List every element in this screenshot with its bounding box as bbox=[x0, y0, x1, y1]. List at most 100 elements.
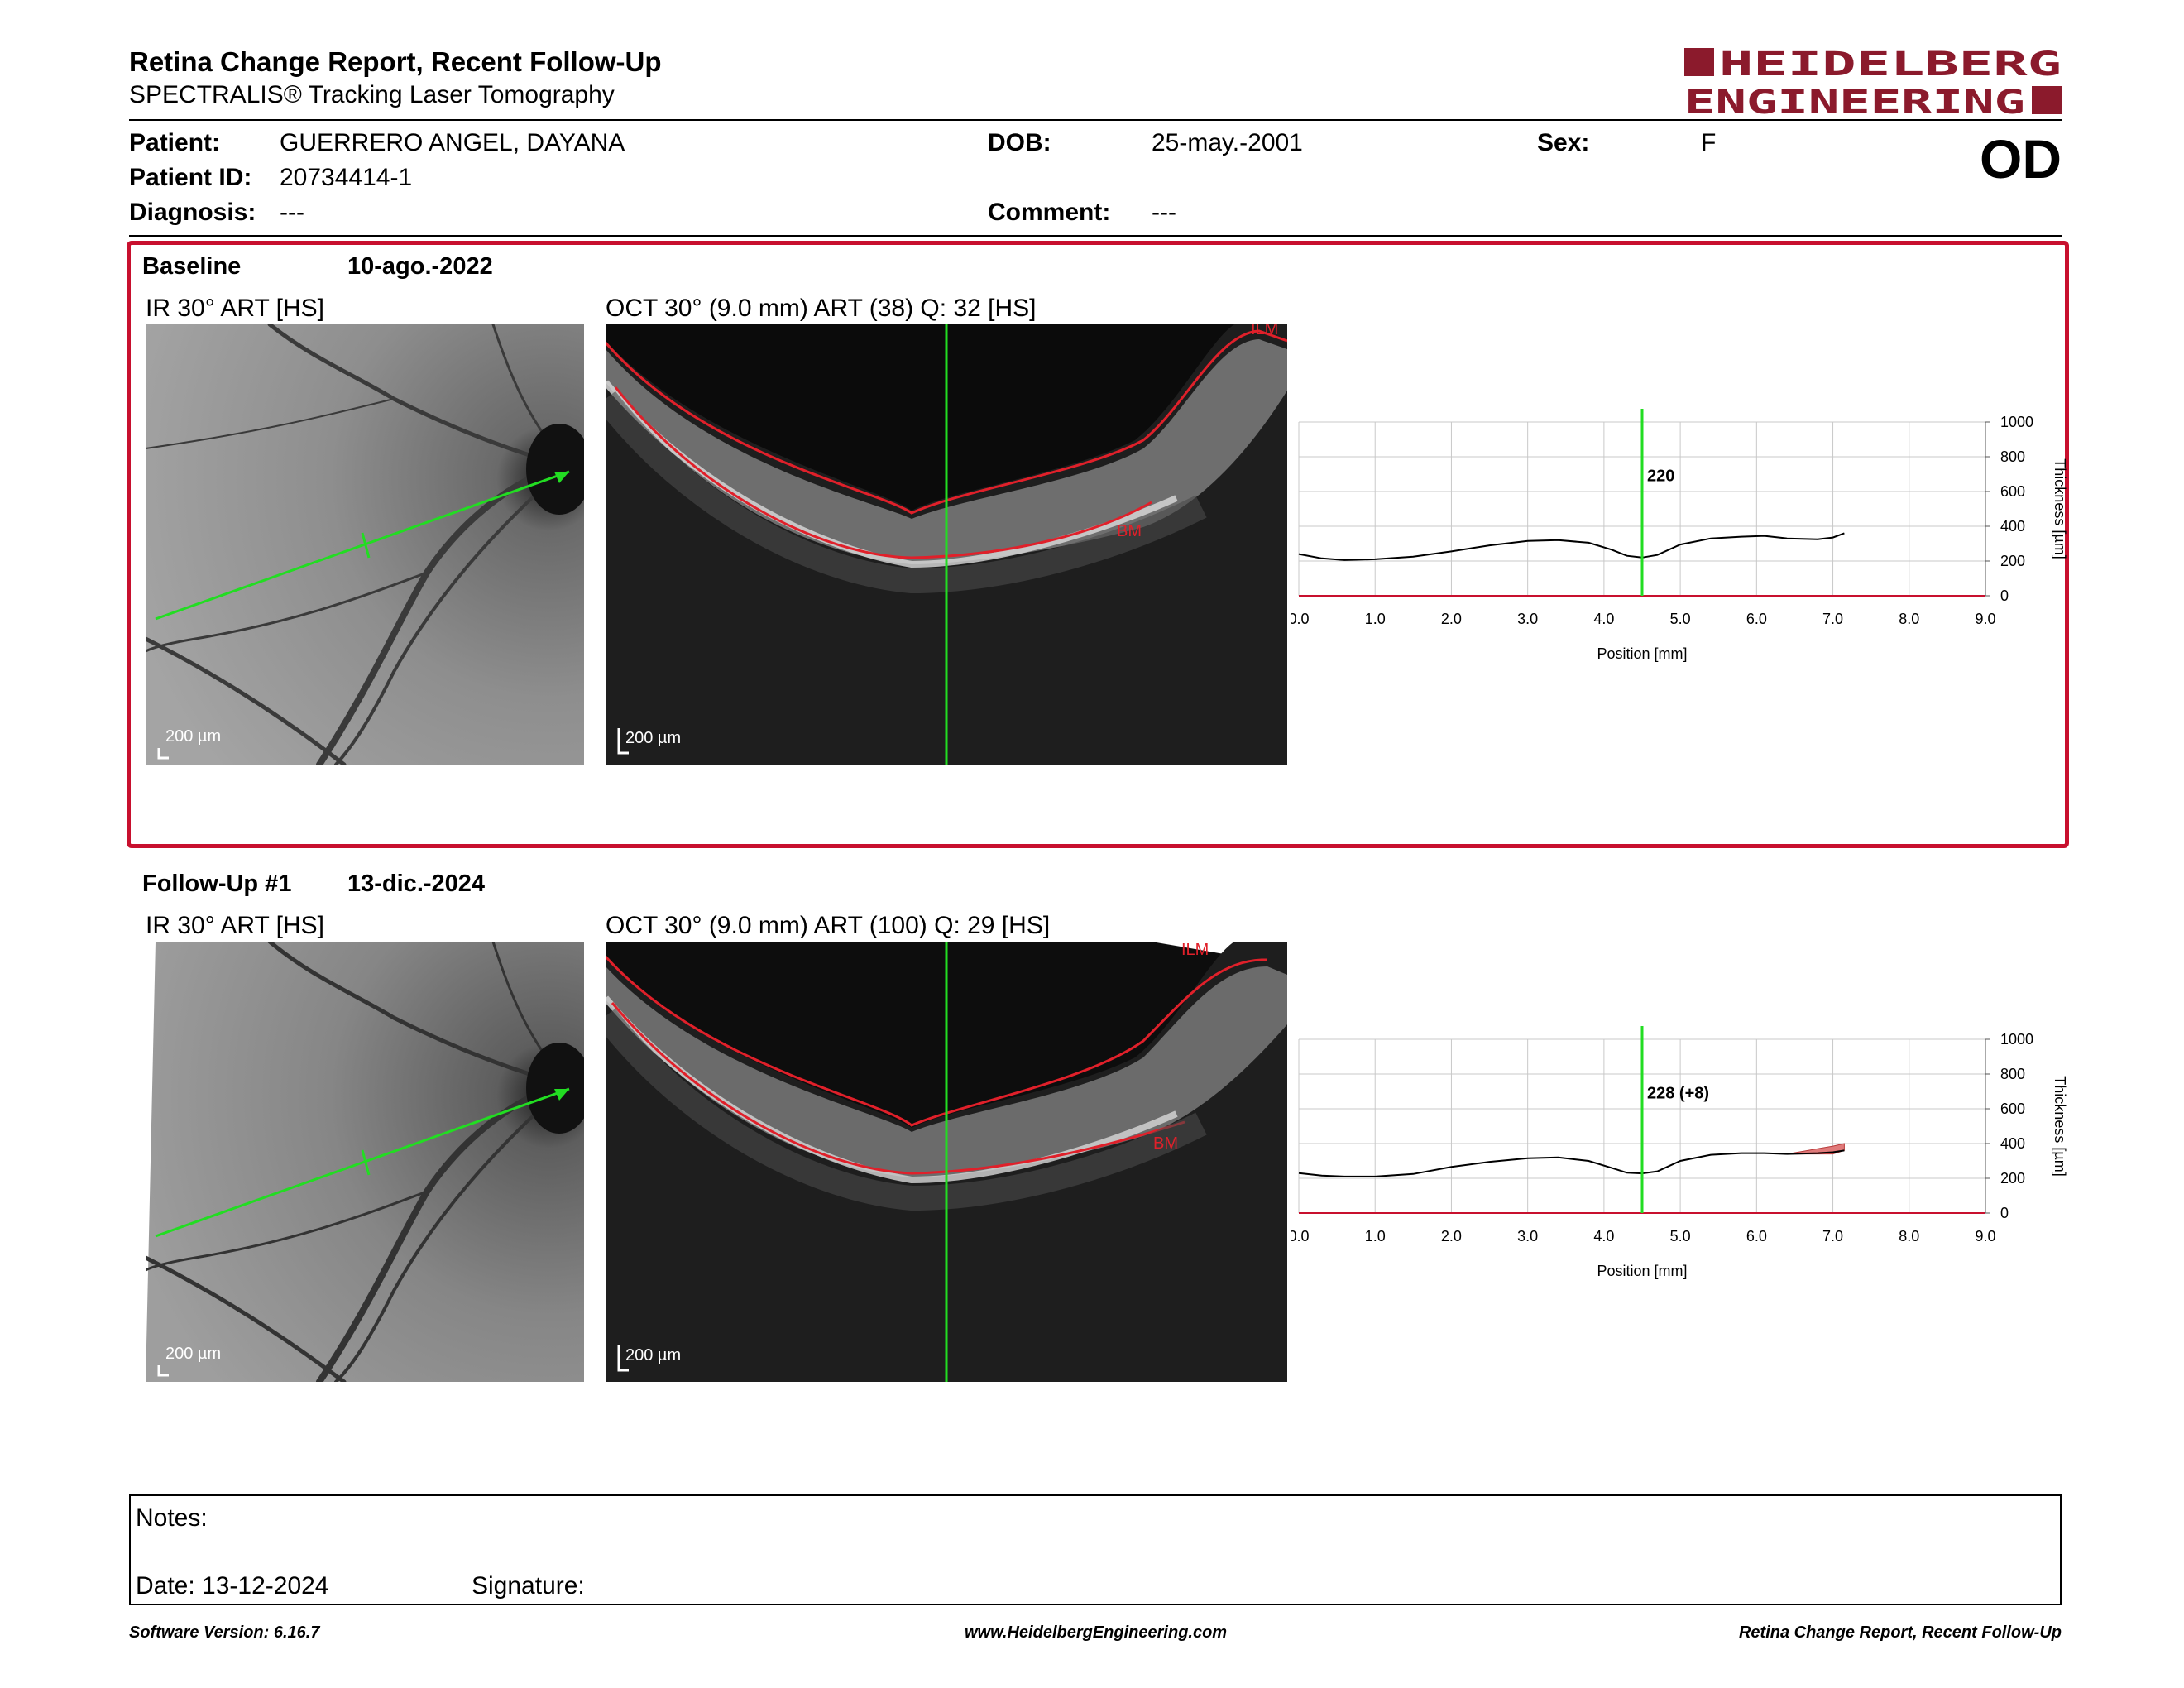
y-tick-label: 1000 bbox=[2000, 1031, 2033, 1048]
footer-software: Software Version: 6.16.7 bbox=[129, 1623, 320, 1642]
x-axis-label: Position [mm] bbox=[1597, 645, 1687, 662]
comment-label: Comment: bbox=[988, 199, 1111, 226]
followup-ilm-label: ILM bbox=[1181, 942, 1209, 959]
patient-id-label: Patient ID: bbox=[129, 164, 252, 191]
baseline-oct-image: ILM BM 200 µm bbox=[606, 324, 1287, 765]
x-tick-label: 6.0 bbox=[1746, 611, 1767, 627]
dob-value: 25-may.-2001 bbox=[1152, 129, 1303, 156]
y-axis-label: Thickness [µm] bbox=[2052, 1076, 2068, 1176]
baseline-oct-scale: 200 µm bbox=[625, 729, 681, 747]
baseline-bm-label: BM bbox=[1117, 522, 1142, 540]
y-tick-label: 400 bbox=[2000, 518, 2025, 535]
footer-website[interactable]: www.HeidelbergEngineering.com bbox=[965, 1623, 1228, 1642]
marker-value-label: 228 (+8) bbox=[1647, 1084, 1709, 1102]
baseline-ir-caption: IR 30° ART [HS] bbox=[146, 295, 324, 322]
notes-date: Date: 13-12-2024 bbox=[136, 1572, 329, 1599]
x-tick-label: 2.0 bbox=[1441, 611, 1462, 627]
followup-ilm-line bbox=[606, 955, 1268, 1127]
x-tick-label: 4.0 bbox=[1593, 611, 1614, 627]
thickness-line bbox=[1298, 532, 1845, 561]
baseline-date: 10-ago.-2022 bbox=[347, 253, 493, 280]
followup-ir-scale: 200 µm bbox=[165, 1345, 221, 1363]
y-axis-label: Thickness [µm] bbox=[2052, 458, 2068, 559]
y-tick-label: 0 bbox=[2000, 587, 2009, 604]
y-tick-label: 800 bbox=[2000, 1066, 2025, 1082]
y-tick-label: 800 bbox=[2000, 448, 2025, 465]
dob-label: DOB: bbox=[988, 129, 1051, 156]
baseline-oct-caption: OCT 30° (9.0 mm) ART (38) Q: 32 [HS] bbox=[606, 295, 1037, 322]
x-tick-label: 9.0 bbox=[1975, 611, 1995, 627]
x-tick-label: 1.0 bbox=[1365, 611, 1386, 627]
x-tick-label: 8.0 bbox=[1899, 611, 1919, 627]
followup-thickness-chart: 0 200 400 600 800 1000 0.0 1.0 2.0 3.0 4.0 5.0 6.0 7.… bbox=[1291, 1026, 2068, 1279]
y-tick-label: 1000 bbox=[2000, 414, 2033, 430]
followup-ir-arrow bbox=[554, 1089, 569, 1101]
sex-value: F bbox=[1701, 129, 1717, 156]
heidelberg-logo: HEIDELBERG ENGINEERING bbox=[1684, 46, 2062, 117]
x-tick-label: 9.0 bbox=[1975, 1228, 1995, 1244]
x-tick-label: 1.0 bbox=[1365, 1228, 1386, 1244]
x-axis-label: Position [mm] bbox=[1597, 1263, 1687, 1279]
report-title: Retina Change Report, Recent Follow-Up bbox=[129, 46, 662, 77]
followup-date: 13-dic.-2024 bbox=[347, 870, 486, 897]
baseline-ilm-label: ILM bbox=[1251, 324, 1278, 338]
logo-square-bottom bbox=[2032, 86, 2062, 114]
x-tick-label: 2.0 bbox=[1441, 1228, 1462, 1244]
followup-ir-scan-line bbox=[155, 1087, 570, 1238]
followup-ir-caption: IR 30° ART [HS] bbox=[146, 912, 324, 939]
followup-bm-line bbox=[611, 1002, 1185, 1175]
eye-label: OD bbox=[1980, 128, 2062, 189]
x-tick-label: 5.0 bbox=[1670, 611, 1691, 627]
marker-value-label: 220 bbox=[1647, 467, 1674, 485]
y-tick-label: 200 bbox=[2000, 1170, 2025, 1187]
followup-label: Follow-Up #1 bbox=[142, 870, 292, 897]
x-tick-label: 4.0 bbox=[1593, 1228, 1614, 1244]
patient-rule bbox=[129, 235, 2062, 237]
x-tick-label: 0.0 bbox=[1291, 1228, 1310, 1244]
patient-id: 20734414-1 bbox=[280, 164, 413, 191]
notes-box: Notes: Date: 13-12-2024 Signature: bbox=[129, 1494, 2062, 1605]
diagnosis-label: Diagnosis: bbox=[129, 199, 256, 226]
baseline-label: Baseline bbox=[142, 253, 242, 280]
baseline-ilm-line bbox=[606, 329, 1287, 515]
baseline-ir-scale: 200 µm bbox=[165, 727, 221, 746]
y-tick-label: 200 bbox=[2000, 553, 2025, 569]
notes-label: Notes: bbox=[136, 1504, 208, 1532]
report-subtitle: SPECTRALIS® Tracking Laser Tomography bbox=[129, 81, 615, 108]
logo-square-top bbox=[1684, 48, 1714, 76]
signature-label: Signature: bbox=[472, 1572, 585, 1599]
footer-report-name: Retina Change Report, Recent Follow-Up bbox=[1738, 1623, 2062, 1642]
y-tick-label: 400 bbox=[2000, 1135, 2025, 1152]
followup-oct-scale: 200 µm bbox=[625, 1346, 681, 1364]
baseline-ir-arrow bbox=[554, 472, 569, 483]
baseline-ir-scan-line bbox=[155, 470, 570, 621]
comment-value: --- bbox=[1152, 199, 1176, 226]
x-tick-label: 7.0 bbox=[1822, 611, 1843, 627]
baseline-thickness-chart: 0 200 400 600 800 1000 0.0 1.0 2.0 3.0 4.0 5.0 6.0 7.… bbox=[1291, 409, 2068, 662]
x-tick-label: 7.0 bbox=[1822, 1228, 1843, 1244]
baseline-bm-line bbox=[614, 386, 1152, 559]
baseline-frame bbox=[127, 241, 2069, 848]
header-rule bbox=[129, 119, 2062, 121]
followup-ir-image: 200 µm bbox=[146, 942, 584, 1382]
x-tick-label: 6.0 bbox=[1746, 1228, 1767, 1244]
followup-bm-label: BM bbox=[1153, 1134, 1178, 1153]
x-tick-label: 0.0 bbox=[1291, 611, 1310, 627]
baseline-ir-image: 200 µm bbox=[146, 324, 584, 765]
y-tick-label: 600 bbox=[2000, 1101, 2025, 1117]
logo-line1: HEIDELBERG bbox=[1719, 46, 2062, 84]
x-tick-label: 8.0 bbox=[1899, 1228, 1919, 1244]
sex-label: Sex: bbox=[1537, 129, 1590, 156]
followup-oct-image: ILM BM 200 µm bbox=[606, 942, 1287, 1382]
diagnosis-value: --- bbox=[280, 199, 304, 226]
patient-label: Patient: bbox=[129, 129, 221, 156]
x-tick-label: 5.0 bbox=[1670, 1228, 1691, 1244]
followup-oct-caption: OCT 30° (9.0 mm) ART (100) Q: 29 [HS] bbox=[606, 912, 1051, 939]
thickness-line bbox=[1298, 1149, 1845, 1177]
x-tick-label: 3.0 bbox=[1517, 611, 1538, 627]
x-tick-label: 3.0 bbox=[1517, 1228, 1538, 1244]
patient-name: GUERRERO ANGEL, DAYANA bbox=[280, 129, 625, 156]
logo-line2: ENGINEERING bbox=[1684, 84, 2025, 117]
y-tick-label: 0 bbox=[2000, 1205, 2009, 1221]
y-tick-label: 600 bbox=[2000, 483, 2025, 500]
